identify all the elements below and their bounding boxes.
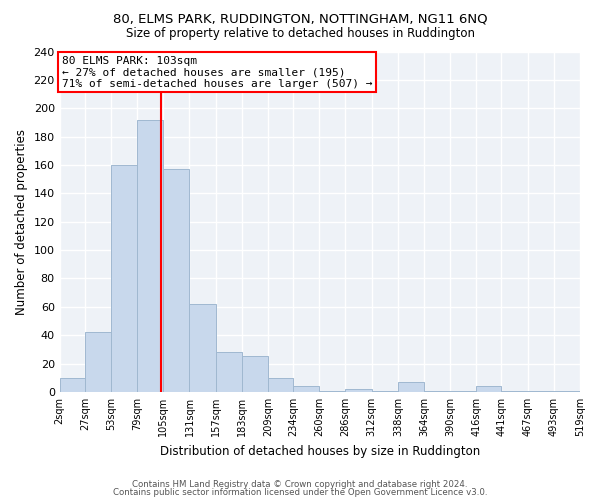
- Bar: [476, 386, 502, 392]
- Bar: [398, 382, 424, 392]
- Bar: [85, 332, 111, 392]
- Bar: [215, 352, 242, 392]
- Bar: [450, 390, 476, 392]
- Bar: [319, 390, 346, 392]
- Text: Contains public sector information licensed under the Open Government Licence v3: Contains public sector information licen…: [113, 488, 487, 497]
- Bar: [242, 356, 268, 392]
- Bar: [137, 120, 163, 392]
- Bar: [163, 169, 190, 392]
- Bar: [190, 304, 215, 392]
- Bar: [527, 390, 554, 392]
- Bar: [59, 378, 85, 392]
- Bar: [268, 378, 293, 392]
- Text: Contains HM Land Registry data © Crown copyright and database right 2024.: Contains HM Land Registry data © Crown c…: [132, 480, 468, 489]
- Bar: [424, 390, 450, 392]
- Bar: [502, 390, 527, 392]
- Bar: [111, 165, 137, 392]
- Text: 80 ELMS PARK: 103sqm
← 27% of detached houses are smaller (195)
71% of semi-deta: 80 ELMS PARK: 103sqm ← 27% of detached h…: [62, 56, 372, 89]
- Y-axis label: Number of detached properties: Number of detached properties: [15, 128, 28, 314]
- Bar: [346, 389, 371, 392]
- Text: 80, ELMS PARK, RUDDINGTON, NOTTINGHAM, NG11 6NQ: 80, ELMS PARK, RUDDINGTON, NOTTINGHAM, N…: [113, 12, 487, 26]
- Text: Size of property relative to detached houses in Ruddington: Size of property relative to detached ho…: [125, 28, 475, 40]
- X-axis label: Distribution of detached houses by size in Ruddington: Distribution of detached houses by size …: [160, 444, 480, 458]
- Bar: [371, 390, 398, 392]
- Bar: [293, 386, 319, 392]
- Bar: [554, 390, 580, 392]
